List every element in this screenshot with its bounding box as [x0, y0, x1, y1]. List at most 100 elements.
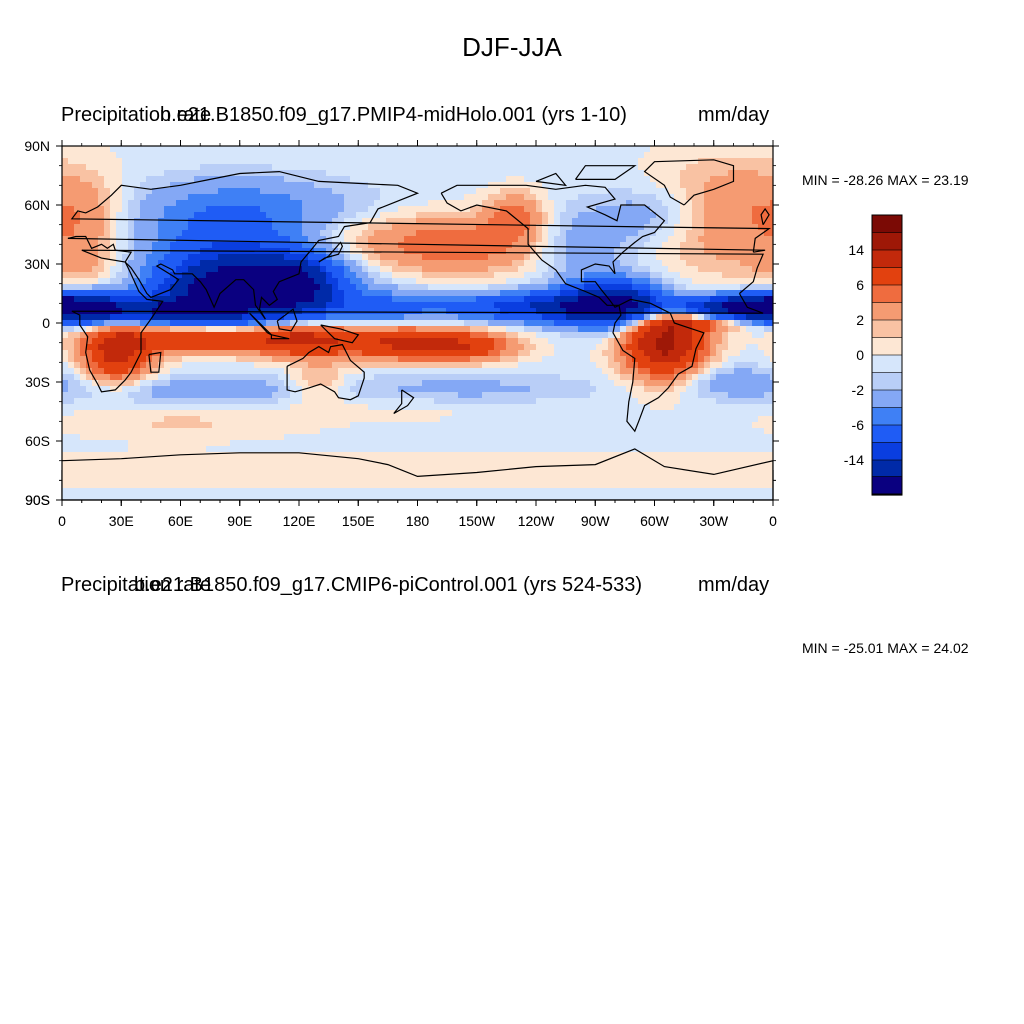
field-cell [416, 326, 423, 333]
field-cell [650, 278, 657, 285]
field-cell [266, 326, 273, 333]
field-cell [74, 266, 81, 273]
field-cell [74, 218, 81, 225]
field-cell [218, 194, 225, 201]
field-cell [308, 332, 315, 339]
field-cell [320, 170, 327, 177]
field-cell [62, 236, 69, 243]
field-cell [734, 224, 741, 231]
field-cell [710, 164, 717, 171]
field-cell [716, 242, 723, 249]
field-cell [194, 254, 201, 261]
field-cell [416, 194, 423, 201]
field-cell [650, 332, 657, 339]
field-cell [584, 218, 591, 225]
field-cell [344, 332, 351, 339]
field-cell [704, 272, 711, 279]
field-cell [344, 326, 351, 333]
field-cell [512, 176, 519, 183]
field-cell [170, 224, 177, 231]
field-cell [272, 176, 279, 183]
field-cell [686, 374, 693, 381]
field-cell [284, 296, 291, 303]
field-cell [404, 218, 411, 225]
field-cell [542, 386, 549, 393]
field-cell [590, 212, 597, 219]
field-cell [608, 278, 615, 285]
field-cell [674, 182, 681, 189]
field-cell [584, 212, 591, 219]
field-cell [752, 338, 759, 345]
field-cell [554, 374, 561, 381]
field-cell [626, 302, 633, 309]
field-cell [242, 284, 249, 291]
field-cell [506, 206, 513, 213]
field-cell [416, 284, 423, 291]
field-cell [302, 218, 309, 225]
field-cell [500, 266, 507, 273]
field-cell [752, 224, 759, 231]
field-cell [488, 326, 495, 333]
field-cell [470, 164, 477, 171]
field-cell [686, 338, 693, 345]
field-cell [428, 266, 435, 273]
field-cell [314, 188, 321, 195]
field-cell [476, 230, 483, 237]
field-cell [428, 380, 435, 387]
field-cell [86, 284, 93, 291]
field-cell [86, 176, 93, 183]
field-cell [254, 152, 261, 159]
field-cell [212, 230, 219, 237]
field-cell [674, 236, 681, 243]
field-cell [662, 302, 669, 309]
field-cell [104, 248, 111, 255]
field-cell [374, 218, 381, 225]
field-cell [722, 296, 729, 303]
field-cell [668, 356, 675, 363]
field-cell [218, 212, 225, 219]
field-cell [140, 194, 147, 201]
field-cell [590, 320, 597, 327]
field-cell [674, 380, 681, 387]
field-cell [692, 374, 699, 381]
field-cell [164, 254, 171, 261]
field-cell [680, 284, 687, 291]
field-cell [74, 332, 81, 339]
field-cell [320, 356, 327, 363]
field-cell [344, 308, 351, 315]
field-cell [266, 344, 273, 351]
field-cell [470, 236, 477, 243]
field-cell [734, 182, 741, 189]
field-cell [302, 272, 309, 279]
field-cell [614, 278, 621, 285]
field-cell [464, 314, 471, 321]
field-cell [524, 320, 531, 327]
field-cell [578, 266, 585, 273]
field-cell [764, 380, 771, 387]
field-cell [572, 260, 579, 267]
field-cell [236, 278, 243, 285]
field-cell [578, 308, 585, 315]
field-cell [578, 242, 585, 249]
field-cell [596, 152, 603, 159]
field-cell [122, 338, 129, 345]
field-cell [80, 284, 87, 291]
field-cell [200, 380, 207, 387]
field-cell [422, 200, 429, 207]
field-cell [170, 332, 177, 339]
field-cell [536, 248, 543, 255]
field-cell [440, 236, 447, 243]
field-cell [158, 296, 165, 303]
field-cell [98, 314, 105, 321]
field-cell [632, 278, 639, 285]
field-cell [134, 188, 141, 195]
field-cell [500, 302, 507, 309]
field-cell [224, 380, 231, 387]
field-cell [566, 278, 573, 285]
field-cell [236, 188, 243, 195]
field-cell [164, 170, 171, 177]
field-cell [698, 200, 705, 207]
field-cell [284, 254, 291, 261]
field-cell [122, 302, 129, 309]
field-cell [458, 308, 465, 315]
